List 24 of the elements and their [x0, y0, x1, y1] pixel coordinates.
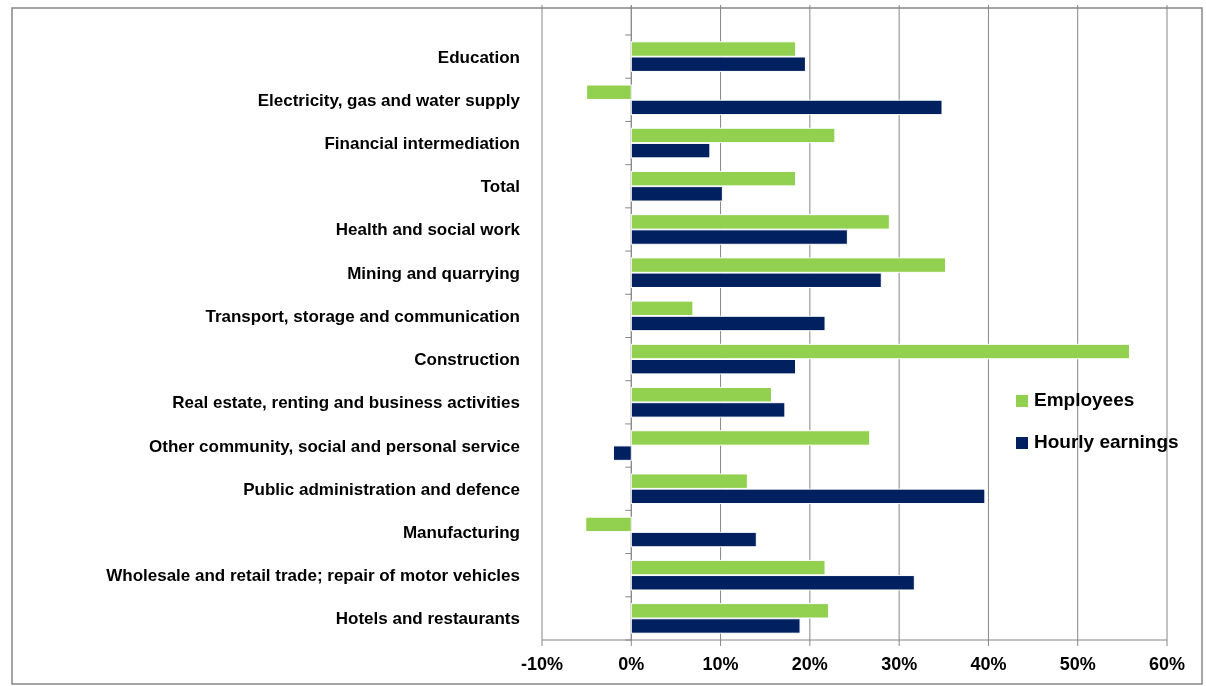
legend-label: Hourly earnings [1034, 431, 1179, 452]
y-tick-label: Health and social work [335, 220, 521, 240]
x-tick-label: 20% [791, 654, 828, 674]
x-tick-label: 10% [702, 654, 739, 674]
y-tick-label: Transport, storage and communication [205, 306, 520, 326]
y-tick-label: Education [437, 47, 520, 67]
y-tick-label: Hotels and restaurants [335, 609, 520, 629]
y-tick-label: Construction [414, 350, 520, 370]
y-tick-label: Other community, social and personal service [149, 436, 520, 456]
legend-label: Employees [1034, 389, 1135, 410]
y-tick-label: Financial intermediation [324, 134, 520, 154]
x-tick-label: 0% [618, 654, 645, 674]
y-tick-label: Total [480, 177, 520, 197]
y-tick-label: Wholesale and retail trade; repair of motor vehicles [106, 566, 520, 586]
x-tick-label: 40% [970, 654, 1007, 674]
y-tick-label: Public administration and defence [243, 479, 520, 499]
x-tick-label: 60% [1148, 654, 1186, 674]
x-tick-label: -10% [520, 654, 564, 674]
y-tick-label: Electricity, gas and water supply [257, 90, 521, 110]
y-tick-label: Real estate, renting and business activities [172, 393, 520, 413]
y-tick-label: Manufacturing [402, 522, 520, 542]
y-tick-label: Mining and quarrying [347, 263, 520, 283]
x-tick-label: 50% [1059, 654, 1096, 674]
x-tick-label: 30% [881, 654, 918, 674]
